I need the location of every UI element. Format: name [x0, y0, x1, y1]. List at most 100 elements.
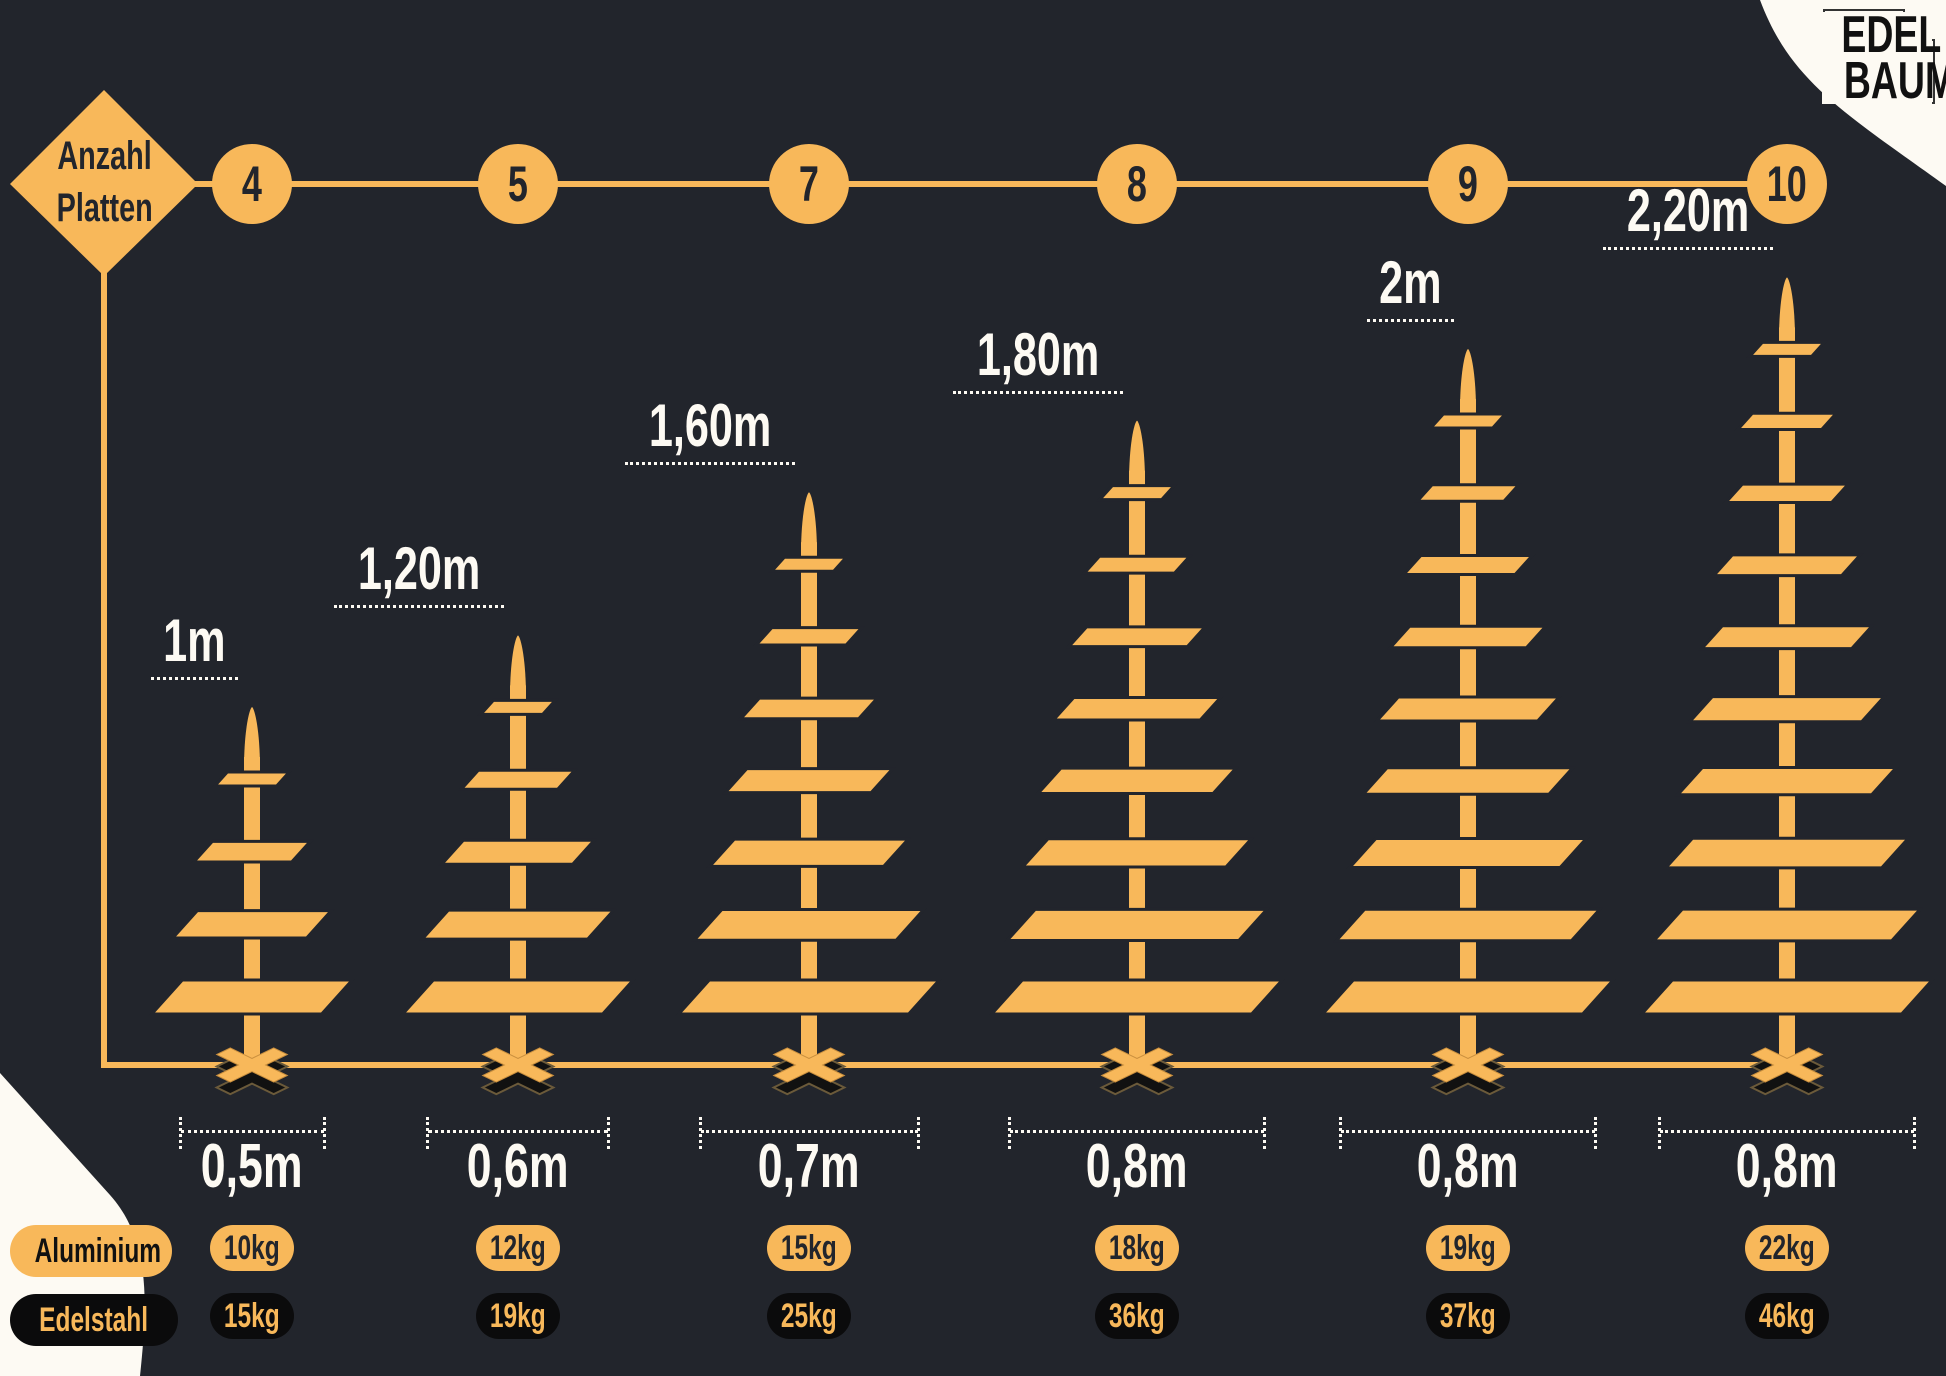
tree-plate: [1698, 624, 1876, 651]
tree-plate: [190, 839, 314, 864]
base-width-marker: [1658, 1117, 1916, 1149]
aluminium-weight-text: 12kg: [490, 1229, 546, 1267]
edelstahl-weight-text: 37kg: [1440, 1297, 1496, 1335]
logo-line1: EDEL: [1841, 6, 1942, 64]
tree-tip: [1779, 277, 1795, 340]
base-width-label-text: 0,8m: [1736, 1132, 1838, 1201]
tree-plate: [1096, 484, 1178, 502]
plate-count-circle: [769, 144, 849, 224]
plate-count-text: 4: [241, 156, 263, 212]
base-width-label-text: 0,8m: [1086, 1132, 1188, 1201]
tree-plate: [1746, 340, 1828, 358]
edelstahl-weight-text: 25kg: [781, 1297, 837, 1335]
height-label: 1,80m: [952, 320, 1123, 394]
edelstahl-weight: 37kg: [1426, 1293, 1510, 1339]
plate-count-text: 5: [507, 156, 529, 212]
plate-count: 4: [212, 144, 292, 224]
tree-plate: [1662, 836, 1912, 870]
tree-plate: [1686, 695, 1888, 724]
tree-plate: [988, 978, 1286, 1016]
tree-tip: [801, 492, 817, 555]
tree-base: [1100, 1047, 1174, 1083]
tree-tip: [510, 635, 526, 698]
edelstahl-weight: 19kg: [476, 1293, 560, 1339]
tree-plate: [1674, 765, 1900, 797]
aluminium-weight-text: 19kg: [1440, 1229, 1496, 1267]
base-width-label: 0,5m: [152, 1136, 352, 1198]
plate-count-circle: [478, 144, 558, 224]
aluminium-weight: 18kg: [1095, 1225, 1179, 1271]
legend-edelstahl-label: Edelstahl: [39, 1301, 149, 1339]
height-label-text: 1m: [163, 607, 226, 674]
aluminium-weight: 12kg: [476, 1225, 560, 1271]
logo-line2: BAUM: [1843, 52, 1946, 110]
height-label-text: 2m: [1379, 249, 1442, 316]
plates-axis-label: Anzahl Platten: [30, 130, 180, 234]
height-label: 1m: [151, 611, 238, 680]
tree-plate: [418, 908, 618, 941]
tree-plate: [438, 838, 598, 866]
tree-plate: [1400, 554, 1536, 576]
aluminium-weight-text: 22kg: [1759, 1229, 1815, 1267]
axis-label-line1: Anzahl: [57, 134, 153, 178]
tree-9-plates: [1319, 349, 1617, 1096]
base-width-label-text: 0,8m: [1417, 1132, 1519, 1201]
base-width-label: 0,8m: [1368, 1136, 1568, 1198]
height-label: 2,20m: [1602, 177, 1773, 251]
edelstahl-weight-text: 19kg: [490, 1297, 546, 1335]
base-width-label: 0,8m: [1037, 1136, 1237, 1198]
tree-plate: [211, 770, 293, 788]
tree-plate: [1319, 978, 1617, 1016]
tree-plate: [1413, 483, 1523, 503]
aluminium-weight: 15kg: [767, 1225, 851, 1271]
plate-count: 7: [769, 144, 849, 224]
tree-plate: [752, 626, 866, 647]
height-label: 2m: [1367, 253, 1454, 322]
tree-base: [1750, 1047, 1824, 1083]
tree-plate: [457, 768, 579, 791]
tree-plate: [768, 555, 850, 573]
base-width-marker: [178, 1117, 326, 1149]
tree-plate: [1080, 554, 1194, 575]
tree-tip: [1460, 349, 1476, 411]
base-width-marker: [1008, 1117, 1266, 1149]
plate-count: 10: [1747, 144, 1827, 224]
height-label-text: 1,80m: [976, 320, 1100, 388]
base-width-marker: [426, 1117, 610, 1149]
plate-count-text: 7: [798, 156, 820, 212]
height-label-text: 1,20m: [357, 535, 481, 603]
tree-plate: [1065, 625, 1209, 649]
tree-plate: [1359, 766, 1577, 796]
tree-plate: [1373, 695, 1563, 723]
axis-diamond: [10, 90, 198, 276]
height-label: 1,60m: [624, 396, 795, 466]
base-width-label: 0,6m: [418, 1136, 618, 1198]
base-width-label-text: 0,6m: [467, 1132, 569, 1201]
tree-plate: [1638, 978, 1936, 1016]
tree-base: [481, 1047, 555, 1083]
tree-base: [1431, 1047, 1505, 1083]
tree-base: [215, 1047, 289, 1083]
edelstahl-weight: 15kg: [210, 1293, 294, 1339]
tree-tip: [1129, 420, 1145, 483]
tree-tip: [244, 707, 260, 769]
tree-plate: [1332, 907, 1604, 943]
aluminium-weight-text: 15kg: [781, 1229, 837, 1267]
plate-count-circle: [1428, 144, 1508, 224]
tree-plate: [1710, 553, 1864, 578]
tree-plate: [706, 837, 912, 868]
axis-label-line2: Platten: [56, 186, 154, 230]
edelbaum-logo: EDEL BAUM: [1822, 9, 1946, 107]
tree-8-plates: [988, 420, 1286, 1096]
tree-plate: [1650, 907, 1924, 943]
tree-plate: [148, 978, 356, 1016]
height-label: 1,20m: [333, 535, 504, 609]
plate-count-text: 9: [1457, 156, 1479, 212]
aluminium-weight: 19kg: [1426, 1225, 1510, 1271]
height-label-text: 2,20m: [1626, 177, 1750, 245]
aluminium-weight: 10kg: [210, 1225, 294, 1271]
tree-plate: [477, 698, 559, 716]
base-width-label-text: 0,7m: [758, 1132, 860, 1201]
tree-plate: [1019, 837, 1255, 869]
